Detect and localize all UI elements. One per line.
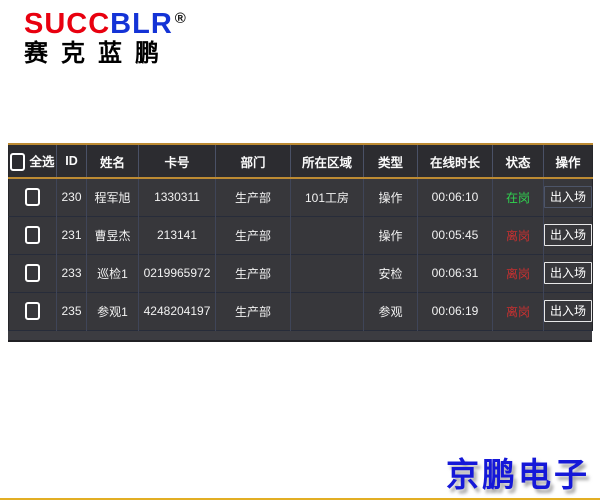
cell-id: 233 bbox=[56, 254, 87, 292]
header-card: 卡号 bbox=[138, 144, 216, 178]
header-duration: 在线时长 bbox=[417, 144, 493, 178]
header-area: 所在区域 bbox=[290, 144, 364, 178]
row-checkbox[interactable] bbox=[25, 302, 40, 320]
cell-dept: 生产部 bbox=[215, 216, 291, 254]
table-row: 230 程军旭 1330311 生产部 101工房 操作 00:06:10 在岗… bbox=[8, 178, 593, 216]
cell-duration: 00:06:10 bbox=[417, 178, 493, 216]
cell-id: 235 bbox=[56, 292, 87, 330]
bottom-accent-rule bbox=[0, 498, 600, 500]
cell-name: 巡检1 bbox=[86, 254, 139, 292]
cell-card: 0219965972 bbox=[138, 254, 216, 292]
personnel-table-panel: 全选 ID 姓名 卡号 部门 所在区域 类型 在线时长 状态 操作 230 程军… bbox=[8, 143, 593, 342]
watermark-text: 京鹏电子 bbox=[446, 456, 590, 493]
entry-exit-button[interactable]: 出入场 bbox=[544, 300, 593, 322]
brand-wordmark: SUCCBLR ® bbox=[24, 10, 187, 39]
cell-area bbox=[290, 216, 364, 254]
cell-id: 230 bbox=[56, 178, 87, 216]
row-checkbox[interactable] bbox=[25, 226, 40, 244]
select-all-label: 全选 bbox=[29, 154, 55, 169]
status-badge: 在岗 bbox=[492, 178, 544, 216]
entry-exit-button[interactable]: 出入场 bbox=[544, 262, 593, 284]
table-row: 231 曹昱杰 213141 生产部 操作 00:05:45 离岗 出入场 bbox=[8, 216, 593, 254]
cell-area: 101工房 bbox=[290, 178, 364, 216]
cell-card: 213141 bbox=[138, 216, 216, 254]
status-badge: 离岗 bbox=[492, 216, 544, 254]
brand-chinese-name: 赛克蓝鹏 bbox=[24, 41, 172, 67]
table-header-row: 全选 ID 姓名 卡号 部门 所在区域 类型 在线时长 状态 操作 bbox=[8, 144, 593, 178]
brand-succ: SUCC bbox=[24, 8, 111, 40]
cell-duration: 00:06:19 bbox=[417, 292, 493, 330]
cell-duration: 00:06:31 bbox=[417, 254, 493, 292]
header-status: 状态 bbox=[492, 144, 544, 178]
horizontal-scrollbar[interactable] bbox=[8, 330, 592, 342]
header-dept: 部门 bbox=[215, 144, 291, 178]
cell-id: 231 bbox=[56, 216, 87, 254]
cell-dept: 生产部 bbox=[215, 178, 291, 216]
cell-card: 1330311 bbox=[138, 178, 216, 216]
row-checkbox[interactable] bbox=[25, 188, 40, 207]
brand-blr: BLR bbox=[110, 8, 173, 40]
table-row: 233 巡检1 0219965972 生产部 安检 00:06:31 离岗 出入… bbox=[8, 254, 593, 292]
row-checkbox[interactable] bbox=[25, 264, 40, 282]
cell-area bbox=[290, 292, 364, 330]
status-badge: 离岗 bbox=[492, 254, 544, 292]
cell-card: 4248204197 bbox=[138, 292, 216, 330]
personnel-table: 全选 ID 姓名 卡号 部门 所在区域 类型 在线时长 状态 操作 230 程军… bbox=[8, 143, 593, 331]
cell-type: 操作 bbox=[363, 216, 418, 254]
cell-name: 曹昱杰 bbox=[86, 216, 139, 254]
header-action: 操作 bbox=[555, 155, 581, 170]
table-row: 235 参观1 4248204197 生产部 参观 00:06:19 离岗 出入… bbox=[8, 292, 593, 330]
header-id: ID bbox=[56, 144, 87, 178]
cell-name: 参观1 bbox=[86, 292, 139, 330]
select-all-checkbox[interactable] bbox=[10, 153, 26, 172]
status-badge: 离岗 bbox=[492, 292, 544, 330]
header-name: 姓名 bbox=[86, 144, 139, 178]
entry-exit-button[interactable]: 出入场 bbox=[544, 224, 593, 246]
header-select-all: 全选 bbox=[8, 144, 57, 178]
cell-name: 程军旭 bbox=[86, 178, 139, 216]
cell-type: 操作 bbox=[363, 178, 418, 216]
logo: SUCCBLR ® 赛克蓝鹏 bbox=[24, 10, 187, 67]
entry-exit-button[interactable]: 出入场 bbox=[544, 186, 593, 209]
cell-dept: 生产部 bbox=[215, 292, 291, 330]
header-type: 类型 bbox=[363, 144, 418, 178]
cell-area bbox=[290, 254, 364, 292]
cell-duration: 00:05:45 bbox=[417, 216, 493, 254]
cell-type: 参观 bbox=[363, 292, 418, 330]
registered-mark-icon: ® bbox=[174, 10, 187, 27]
cell-dept: 生产部 bbox=[215, 254, 291, 292]
cell-type: 安检 bbox=[363, 254, 418, 292]
